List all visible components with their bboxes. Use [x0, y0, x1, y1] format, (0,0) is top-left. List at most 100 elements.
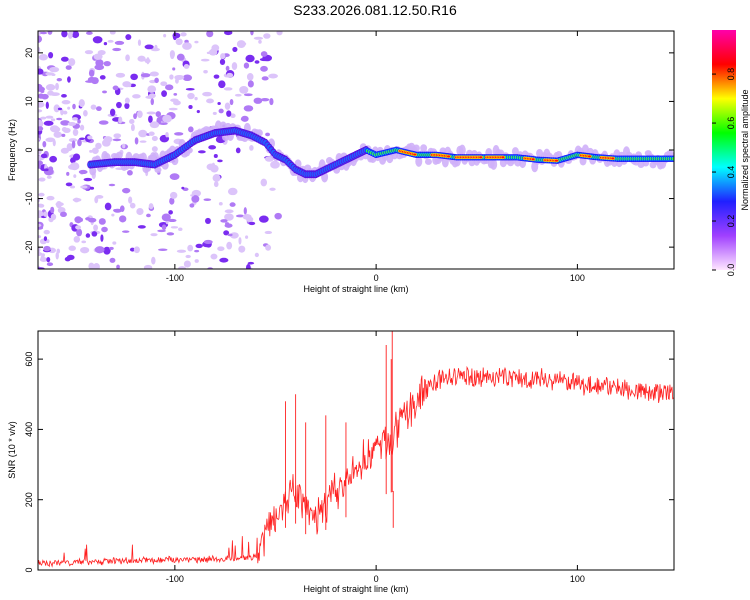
noise-speckle [40, 116, 47, 120]
noise-speckle [38, 35, 43, 43]
noise-speckle [57, 107, 63, 111]
noise-speckle [78, 99, 85, 108]
noise-speckle [83, 177, 93, 182]
noise-speckle [129, 202, 136, 209]
noise-speckle [38, 134, 41, 138]
noise-speckle [132, 94, 141, 99]
noise-speckle [230, 113, 236, 119]
noise-speckle [194, 40, 199, 44]
noise-speckle [67, 76, 71, 83]
noise-speckle [202, 91, 213, 97]
noise-speckle [53, 131, 62, 138]
noise-speckle [66, 143, 73, 151]
noise-speckle [224, 223, 233, 228]
noise-speckle [98, 218, 106, 225]
noise-speckle [40, 93, 49, 100]
noise-speckle [165, 84, 174, 91]
noise-speckle [38, 251, 43, 257]
noise-speckle [172, 32, 177, 41]
noise-speckle [136, 207, 144, 216]
noise-speckle [69, 162, 80, 171]
noise-speckle [254, 252, 259, 258]
noise-speckle [95, 106, 102, 112]
noise-speckle [197, 150, 206, 154]
noise-speckle [55, 82, 59, 91]
noise-speckle [194, 96, 198, 101]
noise-speckle [91, 231, 98, 237]
noise-speckle [56, 248, 61, 254]
noise-speckle [40, 90, 45, 93]
noise-speckle [146, 57, 150, 65]
noise-speckle [74, 216, 83, 224]
noise-speckle [103, 42, 108, 46]
spectrogram-xlabel: Height of straight line (km) [303, 284, 408, 294]
noise-speckle [177, 266, 187, 269]
x-tick-label: 100 [570, 273, 585, 283]
noise-speckle [250, 31, 254, 36]
noise-speckle [217, 159, 223, 163]
noise-speckle [70, 157, 76, 164]
noise-speckle [102, 90, 107, 94]
noise-speckle [80, 246, 90, 254]
noise-speckle [175, 38, 183, 46]
noise-speckle [263, 33, 271, 39]
noise-speckle [124, 97, 130, 104]
noise-speckle [187, 244, 194, 252]
noise-speckle [170, 226, 179, 229]
ridge-peak-core [611, 157, 615, 160]
y-tick-label: 200 [24, 492, 34, 507]
noise-speckle [122, 143, 126, 149]
noise-speckle [161, 213, 171, 222]
noise-speckle [151, 146, 158, 152]
noise-speckle [154, 44, 158, 51]
noise-speckle [49, 92, 60, 97]
noise-speckle [50, 213, 57, 221]
noise-speckle [188, 126, 194, 133]
noise-speckle [261, 76, 269, 81]
noise-speckle [224, 209, 234, 214]
noise-speckle [183, 64, 190, 69]
noise-speckle [113, 208, 119, 212]
noise-speckle [195, 243, 203, 249]
noise-speckle [38, 203, 45, 208]
noise-speckle [109, 108, 116, 117]
noise-speckle [258, 39, 262, 44]
noise-speckle [93, 262, 100, 269]
noise-speckle [169, 173, 180, 181]
noise-speckle [45, 72, 55, 76]
ridge-peak-core [554, 159, 559, 162]
noise-speckle [73, 236, 81, 243]
noise-speckle [119, 205, 125, 212]
noise-speckle [38, 119, 44, 128]
ridge-halo [420, 144, 428, 152]
noise-speckle [218, 80, 226, 89]
noise-speckle [169, 74, 174, 80]
noise-speckle [206, 31, 214, 38]
noise-speckle [93, 53, 103, 60]
noise-speckle [274, 212, 282, 220]
noise-speckle [137, 39, 142, 46]
noise-speckle [45, 137, 56, 143]
noise-speckle [167, 218, 177, 223]
x-tick-label: 0 [374, 273, 379, 283]
noise-speckle [243, 62, 250, 69]
noise-speckle [133, 246, 140, 254]
noise-speckle [151, 135, 158, 142]
noise-speckle [259, 215, 269, 223]
noise-speckle [260, 65, 268, 72]
noise-speckle [150, 233, 158, 237]
noise-speckle [158, 248, 168, 252]
noise-speckle [56, 78, 63, 82]
noise-speckle [170, 98, 179, 102]
x-tick-label: -100 [166, 574, 184, 584]
noise-speckle [126, 82, 132, 88]
noise-speckle [213, 74, 220, 79]
noise-speckle [260, 178, 268, 187]
noise-speckle [183, 260, 191, 268]
noise-speckle [157, 229, 166, 233]
colorbar-tick-label: 0.4 [726, 166, 736, 179]
noise-speckle [254, 60, 260, 64]
noise-speckle [95, 142, 102, 150]
spectrogram-plot-area [38, 31, 674, 269]
